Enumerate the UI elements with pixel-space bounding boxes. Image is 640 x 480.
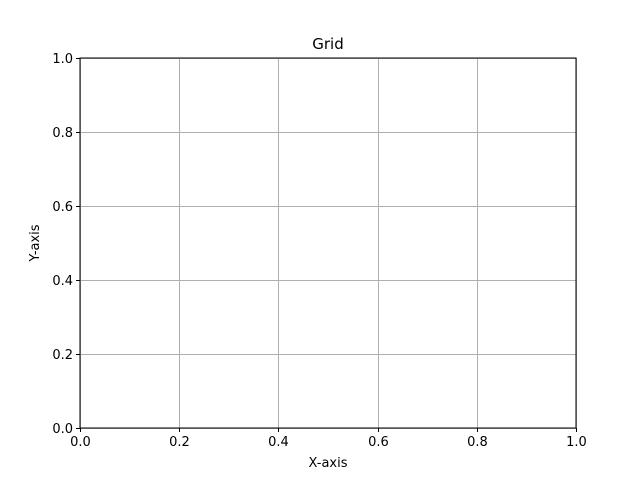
x-tick-label: 0.6: [368, 435, 389, 450]
y-tick-label: 0.8: [52, 126, 73, 141]
x-tick-label: 0.2: [169, 435, 190, 450]
y-ticks: 0.0 0.2 0.4 0.6 0.8 1.0: [52, 52, 80, 437]
axes-frame: [79, 57, 577, 429]
axes-background: [80, 58, 576, 428]
grid-lines: [80, 58, 577, 429]
x-tick-label: 0.8: [467, 435, 488, 450]
x-tick-label: 0.0: [70, 435, 91, 450]
plot-area: 0.0 0.2 0.4 0.6 0.8 1.0 0.0 0.2 0.4 0.6 0.8 1.0: [52, 52, 587, 450]
x-ticks: 0.0 0.2 0.4 0.6 0.8 1.0: [70, 428, 587, 450]
y-tick-label: 0.0: [52, 422, 73, 437]
x-axis-label: X-axis: [309, 456, 348, 471]
y-tick-label: 0.6: [52, 200, 73, 215]
chart-title: Grid: [312, 35, 343, 53]
y-axis-label: Y-axis: [28, 224, 43, 262]
y-tick-label: 0.4: [52, 274, 73, 289]
y-tick-label: 1.0: [52, 52, 73, 67]
x-tick-label: 1.0: [566, 435, 587, 450]
x-tick-label: 0.4: [268, 435, 289, 450]
y-tick-label: 0.2: [52, 348, 73, 363]
